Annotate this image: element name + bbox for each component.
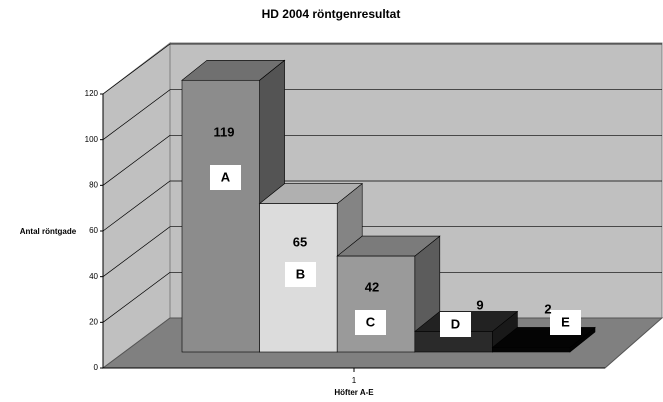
data-label: 119 [214,124,235,139]
series-label-box [285,262,316,287]
data-label: 42 [365,279,379,294]
y-axis-title: Antal röntgade [20,227,77,236]
y-tick-label: 80 [89,180,98,189]
grid-line [102,43,662,95]
chart-title: HD 2004 röntgenresultat [262,7,401,21]
y-tick-label: 120 [85,89,99,98]
bar [492,347,571,353]
x-axis-title: Höfter A-E [334,388,374,397]
series-label-box [440,312,471,337]
series-label: B [296,266,305,281]
series-label: C [366,314,376,329]
y-tick-label: 60 [89,226,98,235]
x-tick-label: 1 [352,376,357,385]
series-label: A [221,169,231,184]
y-tick-label: 0 [94,363,99,372]
bar [181,79,260,353]
bar [336,255,416,353]
y-tick-label: 40 [89,272,98,281]
grid-line [102,89,662,140]
series-label-box [550,310,581,335]
grid-line [102,134,662,186]
grid-line [102,180,662,232]
series-label: D [451,316,460,331]
series-label-box [210,165,241,190]
y-tick-label: 20 [89,317,98,326]
data-label: 2 [544,301,551,316]
series-label-box [355,310,386,335]
grid-line [102,226,662,277]
left-wall [102,41,171,369]
y-tick-label: 100 [85,135,99,144]
grid-line [102,271,662,323]
series-label: E [561,314,570,329]
data-label: 65 [293,234,307,249]
data-label: 9 [476,297,483,312]
